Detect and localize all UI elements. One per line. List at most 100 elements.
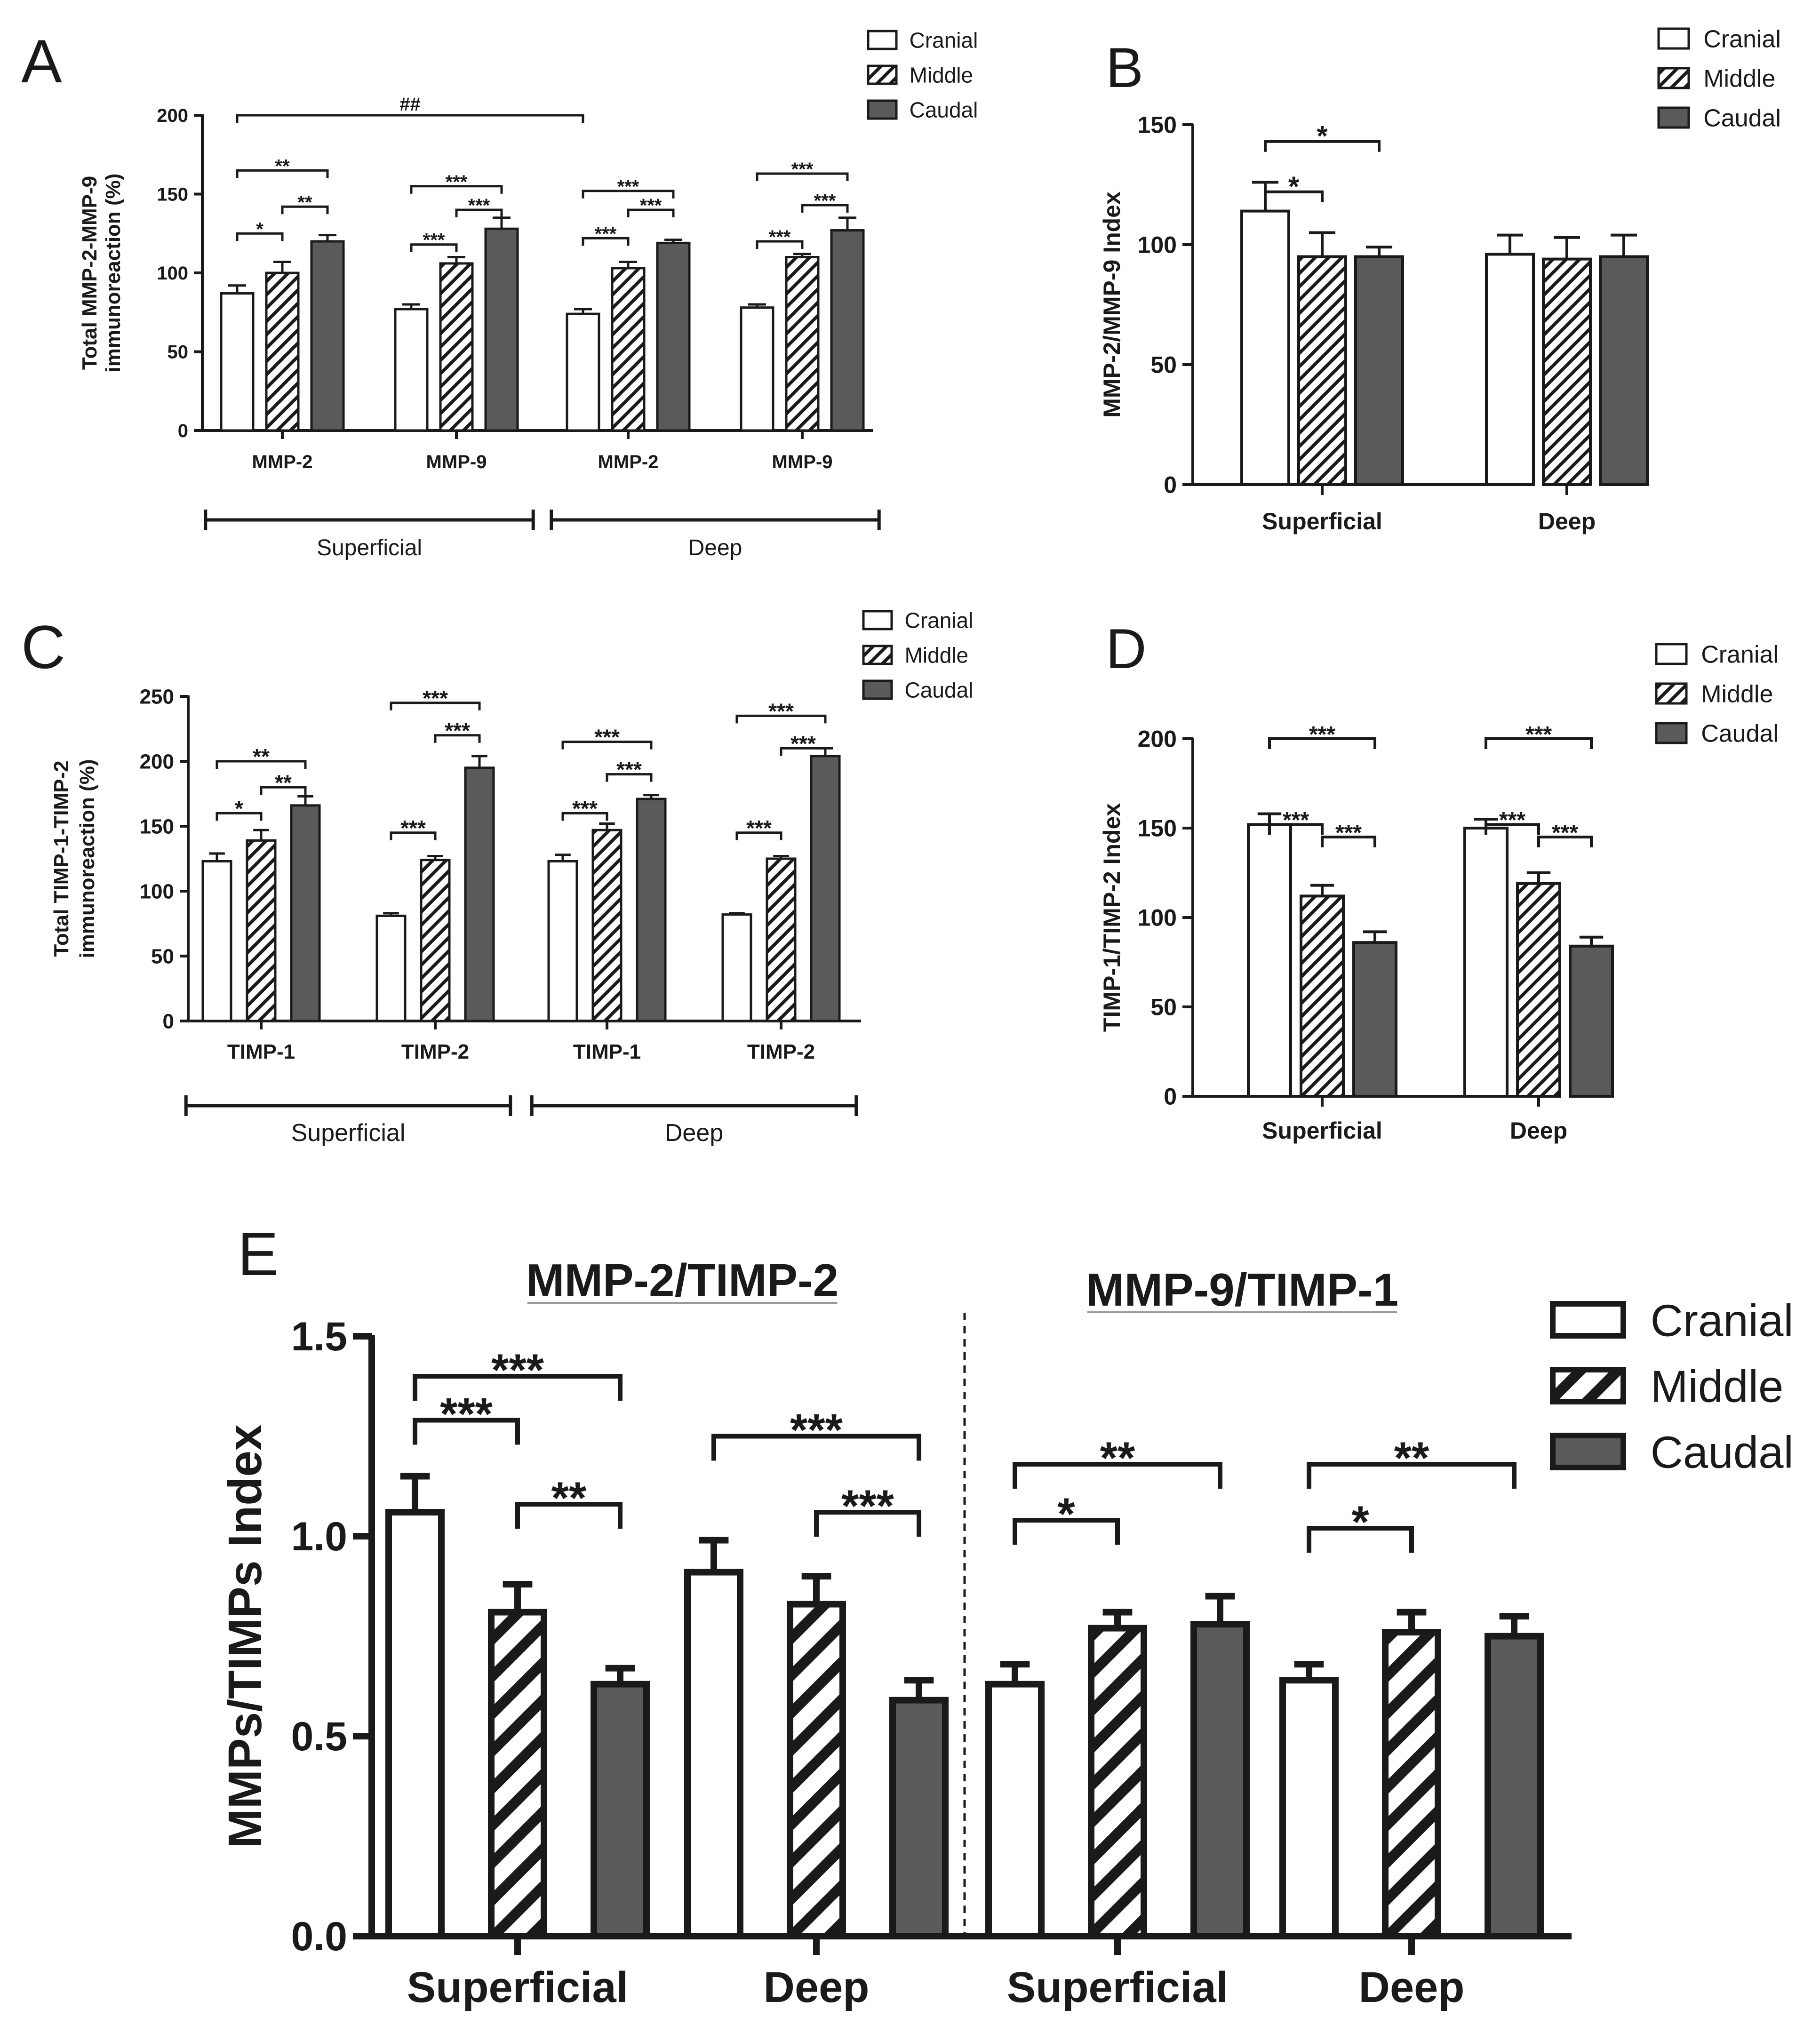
significance-bracket	[236, 232, 284, 241]
bar-middle	[785, 256, 820, 432]
y-axis-label: MMPs/TIMPs Index	[219, 1424, 271, 1848]
panel-b: B 0 50 100 150 MMP-2/MMP-9 Index Superficial De…	[1099, 26, 1781, 534]
y-tick-label: 100	[1138, 232, 1177, 258]
significance-bracket	[582, 237, 630, 246]
bar-middle	[766, 857, 797, 1022]
legend-label: Cranial	[1703, 26, 1781, 53]
group-label: Superficial	[317, 535, 422, 560]
y-tick-label: 50	[151, 945, 174, 968]
bar-cranial	[1463, 827, 1509, 1098]
y-tick-label: 200	[157, 105, 188, 126]
bar-cranial	[220, 292, 255, 432]
bar-caudal	[310, 240, 345, 432]
significance-bracket	[410, 243, 458, 252]
y-tick-label: 150	[140, 815, 174, 838]
y-tick-label: 0.5	[291, 1714, 347, 1759]
bar-caudal	[656, 241, 691, 432]
significance-bracket	[735, 714, 827, 724]
y-tick-label: 0	[1164, 1084, 1177, 1110]
panel-letter: C	[21, 613, 65, 681]
bar-middle	[1542, 257, 1592, 486]
x-tick-label: Deep	[764, 1963, 870, 2011]
y-tick-label: 1.0	[291, 1514, 347, 1559]
y-tick-label: 200	[140, 750, 174, 773]
legend-swatch-middle	[862, 645, 893, 665]
significance-bracket	[711, 1434, 921, 1461]
significance-label: ***	[617, 176, 639, 197]
bar-caudal	[290, 804, 321, 1022]
significance-label: ***	[790, 1405, 843, 1455]
legend-swatch-cranial	[1657, 27, 1690, 50]
significance-bracket	[216, 812, 263, 821]
significance-bracket	[390, 702, 481, 710]
x-tick-label: TIMP-1	[573, 1040, 641, 1063]
significance-bracket	[1264, 190, 1324, 202]
significance-bracket	[1485, 737, 1593, 749]
significance-label: **	[297, 192, 312, 213]
significance-label: *	[1317, 120, 1328, 152]
bar-cranial	[985, 1681, 1045, 1939]
bar-middle	[1297, 255, 1347, 486]
significance-label: **	[1100, 1433, 1135, 1484]
significance-bracket	[410, 185, 503, 194]
y-tick-label: 0	[178, 421, 188, 441]
bar-cranial	[1240, 209, 1290, 487]
significance-label: ***	[572, 797, 598, 821]
y-tick-label: 1.5	[291, 1314, 347, 1359]
significance-label: ***	[791, 159, 814, 180]
significance-bracket	[1268, 823, 1324, 835]
group-label: Superficial	[291, 1119, 406, 1147]
y-tick-label: 200	[1138, 726, 1177, 752]
x-tick-label: Deep	[1359, 1963, 1465, 2011]
y-tick-label: 0	[163, 1010, 174, 1033]
bar-caudal	[1352, 941, 1397, 1098]
bar-caudal	[1569, 944, 1614, 1098]
significance-label: ***	[640, 195, 662, 216]
significance-label: ***	[446, 172, 468, 192]
significance-label: ***	[1335, 821, 1362, 846]
group-label: Deep	[688, 535, 742, 560]
significance-bracket	[216, 760, 307, 769]
panel-letter: E	[238, 1220, 279, 1288]
significance-bracket	[1537, 836, 1593, 847]
significance-label: ***	[468, 195, 490, 216]
bar-cranial	[1247, 823, 1292, 1098]
significance-label: ***	[1309, 722, 1335, 747]
significance-label: ***	[841, 1481, 894, 1531]
significance-bracket	[1264, 140, 1381, 152]
legend-label: Middle	[1651, 1362, 1784, 1412]
significance-label: **	[1394, 1433, 1429, 1484]
section-title: MMP-2/TIMP-2	[526, 1254, 838, 1306]
significance-label: ***	[423, 230, 445, 251]
legend-label: Middle	[910, 63, 974, 88]
significance-label: ***	[595, 223, 617, 244]
x-tick-label: Superficial	[1262, 508, 1382, 534]
significance-label: *	[256, 219, 263, 239]
significance-label: ***	[1525, 722, 1552, 747]
bar-middle	[1516, 882, 1561, 1098]
bar-middle	[488, 1609, 547, 1939]
x-tick-label: MMP-9	[426, 452, 487, 472]
significance-label: ***	[445, 718, 470, 743]
significance-bracket	[756, 172, 849, 181]
y-axis-label: MMP-2/MMP-9 Index	[1099, 191, 1125, 418]
bar-cranial	[721, 913, 752, 1022]
significance-bracket	[434, 734, 481, 743]
significance-label: **	[275, 156, 290, 176]
bar-middle	[420, 859, 451, 1022]
y-tick-label: 250	[140, 685, 174, 708]
group-label: Deep	[665, 1119, 723, 1147]
significance-label: ***	[1552, 821, 1578, 846]
significance-label: ##	[399, 94, 421, 115]
legend-swatch-middle	[867, 64, 898, 85]
panel-e: E 0.0 0.5 1.0 1.5 MMPs/TIMPs Index Superficial…	[219, 1220, 1794, 2011]
legend-label: Caudal	[1701, 720, 1779, 748]
significance-label: **	[253, 744, 270, 769]
legend-label: Cranial	[905, 608, 974, 633]
bar-caudal	[591, 1681, 650, 1939]
y-tick-label: 0.0	[291, 1914, 347, 1959]
significance-bracket	[1307, 1526, 1414, 1553]
bar-cranial	[385, 1509, 445, 1939]
bar-caudal	[810, 755, 841, 1022]
legend-label: Middle	[905, 643, 969, 668]
